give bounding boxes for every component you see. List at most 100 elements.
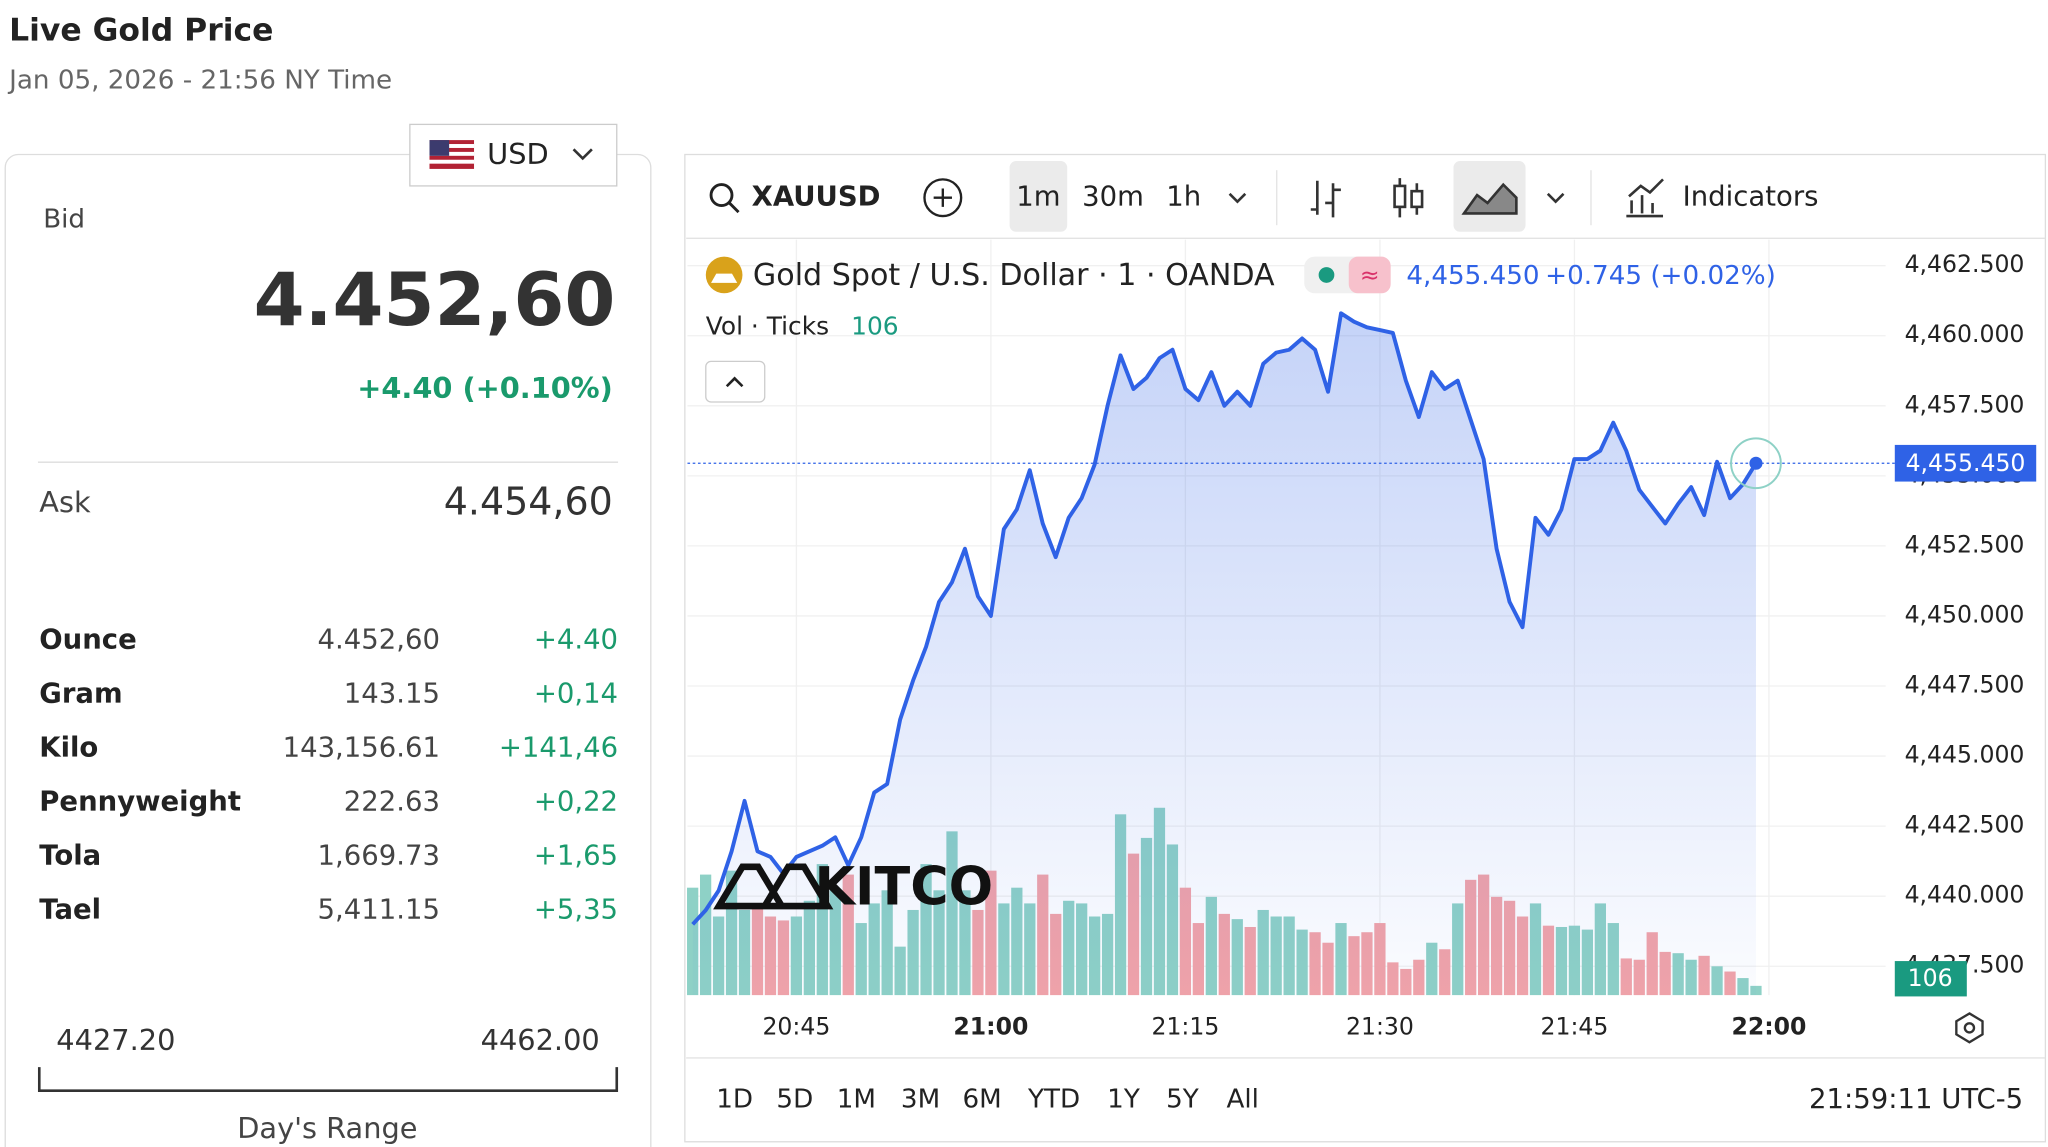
price-area [692, 313, 1756, 996]
y-tick-label: 4,440.000 [1905, 881, 2025, 909]
ask-price: 4.454,60 [444, 480, 613, 524]
area-icon[interactable] [1461, 182, 1518, 215]
volume-bar [687, 887, 699, 996]
y-tick-label: 4,457.500 [1905, 390, 2025, 418]
price-line [691, 311, 1758, 926]
unit-price: 143.15 [344, 677, 440, 709]
x-tick-label: 20:45 [762, 1012, 830, 1040]
flag-stripe [429, 159, 475, 164]
unit-price: 222.63 [344, 786, 440, 818]
period-button[interactable]: YTD [1027, 1084, 1080, 1114]
period-bar: 1D 5D 1M 3M 6M YTD 1Y 5Y All [716, 1084, 1259, 1114]
watermark: KITCO [814, 856, 993, 917]
symbol[interactable]: XAUUSD [752, 181, 881, 213]
period-button[interactable]: 5Y [1166, 1084, 1200, 1114]
legend-last: 4,455.450 [1406, 261, 1539, 291]
y-tick-label: 4,460.000 [1905, 320, 2025, 348]
symbol-logo [711, 273, 738, 283]
x-tick-label: 21:30 [1346, 1012, 1414, 1040]
unit-change: +0,14 [534, 677, 618, 709]
compare-button[interactable] [923, 178, 963, 218]
interval[interactable]: 30m [1082, 181, 1144, 213]
unit-name: Gram [39, 677, 122, 709]
period-button[interactable]: 3M [901, 1084, 940, 1114]
unit-change: +4.40 [534, 623, 618, 655]
currency-label: USD [487, 137, 549, 171]
volume-label: 106 [1908, 964, 1953, 992]
search-icon[interactable] [709, 183, 734, 208]
interval[interactable]: 1m [1016, 181, 1060, 213]
unit-change: +141,46 [499, 731, 618, 763]
unit-price: 143,156.61 [283, 731, 440, 763]
status-dot [1318, 267, 1335, 283]
legend-change: +0.745 (+0.02%) [1545, 261, 1776, 291]
x-tick-label: 21:15 [1151, 1012, 1219, 1040]
unit-name: Tola [39, 840, 101, 872]
y-tick-label: 4,442.500 [1905, 811, 2025, 839]
clock: 21:59:11 UTC-5 [1809, 1083, 2023, 1115]
y-tick-label: 4,445.000 [1905, 741, 2025, 769]
page-title: Live Gold Price [9, 12, 273, 48]
volume-legend-value: 106 [851, 311, 898, 340]
unit-name: Kilo [39, 731, 98, 763]
collapse-button[interactable] [705, 360, 766, 403]
volume-label-box [1894, 961, 1967, 997]
range-high: 4462.00 [481, 1023, 600, 1057]
period-button[interactable]: All [1226, 1084, 1258, 1114]
period-button[interactable]: 5D [776, 1084, 813, 1114]
unit-change: +0,22 [534, 786, 618, 818]
unit-name: Pennyweight [39, 786, 241, 818]
period-button[interactable]: 1M [837, 1084, 876, 1114]
unit-table: Ounce 4.452,60 +4.40 Gram 143.15 +0,14 Kilo 143… [39, 623, 618, 925]
page-subtitle: Jan 05, 2026 - 21:56 NY Time [7, 66, 392, 96]
candle-icon [1410, 189, 1424, 209]
interval[interactable]: 1h [1166, 181, 1201, 213]
candle-icon [1393, 184, 1407, 209]
unit-change: +5,35 [534, 894, 618, 926]
quote-panel [4, 153, 652, 1147]
settings-icon[interactable] [1955, 1012, 1984, 1044]
legend-title: Gold Spot / U.S. Dollar · 1 · OANDA [753, 258, 1275, 293]
currency-box[interactable] [409, 123, 618, 187]
period-button[interactable]: 1D [716, 1084, 753, 1114]
currency-select[interactable]: USD [409, 123, 618, 187]
period-button[interactable]: 6M [962, 1084, 1001, 1114]
plot: 4,437.5004,440.0004,442.5004,445.0004,44… [687, 239, 2037, 1040]
y-tick-label: 4,452.500 [1905, 530, 2025, 558]
y-tick-label: 4,447.500 [1905, 671, 2025, 699]
price-label-box [1894, 444, 2037, 482]
bid-price: 4.452,60 [254, 258, 616, 343]
unit-change: +1,65 [534, 840, 618, 872]
range-low: 4427.20 [56, 1023, 175, 1057]
bars-icon[interactable] [1310, 180, 1341, 218]
last-point [1749, 456, 1763, 470]
price-label: 4,455.450 [1906, 449, 2026, 477]
ask-label: Ask [39, 485, 91, 519]
unit-price: 5,411.15 [318, 894, 440, 926]
volume-legend: Vol · Ticks [706, 311, 829, 340]
indicators-icon[interactable] [1626, 178, 1664, 218]
range-label: Day's Range [237, 1111, 417, 1145]
interval-active [1009, 161, 1068, 232]
x-tick-label: 21:00 [953, 1012, 1028, 1040]
plus [933, 188, 952, 207]
indicators[interactable]: Indicators [1683, 181, 1819, 213]
y-tick-label: 4,450.000 [1905, 600, 2025, 628]
dropdown-arrow[interactable] [1228, 192, 1565, 204]
unit-price: 4.452,60 [318, 623, 440, 655]
chevron [572, 148, 593, 161]
y-tick-label: 4,462.500 [1905, 250, 2025, 278]
bid-label: Bid [43, 204, 85, 234]
period-button[interactable]: 1Y [1107, 1084, 1141, 1114]
search-icon [728, 201, 740, 214]
x-tick-label: 21:45 [1540, 1012, 1608, 1040]
status-icon: ≈ [1360, 261, 1380, 289]
watermark-logo [713, 863, 834, 910]
flag-canton [429, 140, 450, 156]
chart-panel [684, 153, 2047, 1143]
bid-change: +4.40 (+0.10%) [357, 371, 613, 405]
flag-stripe [429, 151, 475, 156]
flag-stripe [429, 144, 475, 148]
unit-name: Tael [39, 894, 101, 926]
